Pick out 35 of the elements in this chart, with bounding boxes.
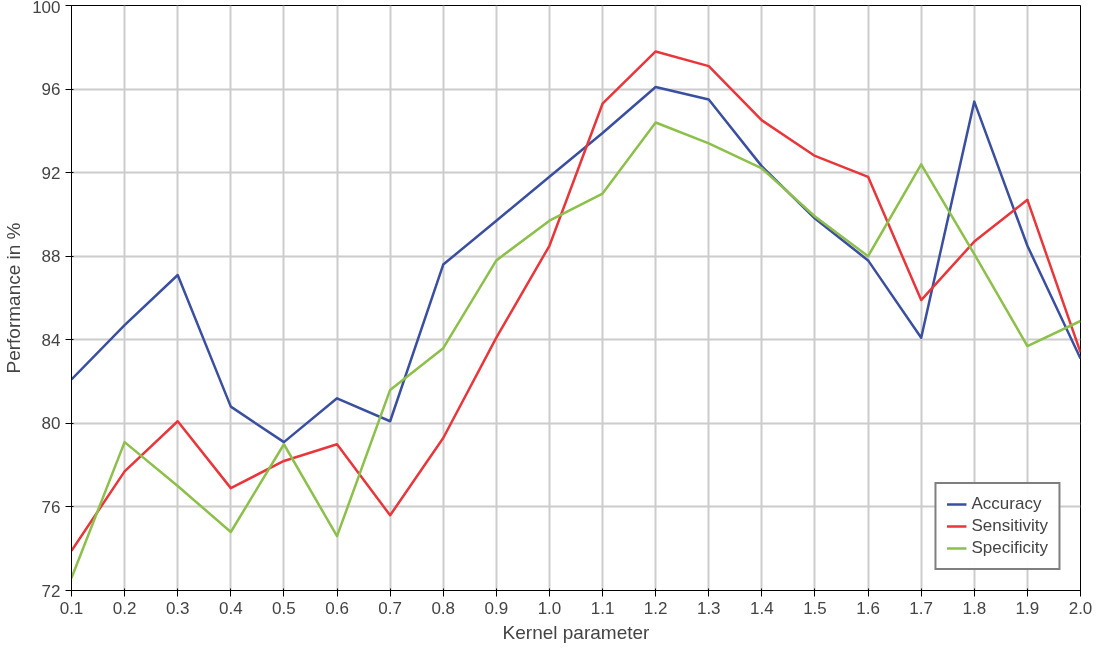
x-tick-label: 0.7: [378, 598, 402, 618]
x-tick-label: 1.9: [1015, 598, 1040, 618]
y-tick-label: 96: [41, 80, 61, 100]
x-tick-label: 0.6: [325, 598, 349, 618]
y-tick-label: 80: [41, 414, 61, 434]
line-series: [71, 85, 1081, 444]
x-tick-label: 1.8: [962, 598, 987, 618]
y-tick-label: 72: [41, 581, 61, 601]
y-tick-label: 88: [41, 247, 61, 267]
x-axis-title: Kernel parameter: [502, 621, 651, 643]
x-tick-label: 1.1: [590, 598, 615, 618]
x-tick-label: 2.0: [1068, 598, 1093, 618]
y-tick-label: 76: [41, 497, 61, 517]
x-tick-label: 0.8: [431, 598, 456, 618]
x-tick-label: 0.2: [112, 598, 137, 618]
legend-label: Sensitivity: [971, 516, 1048, 536]
legend-label: Accuracy: [971, 494, 1042, 514]
x-tick-label: 1.6: [856, 598, 880, 618]
x-tick-label: 1.3: [696, 598, 721, 618]
legend-label: Specificity: [971, 538, 1048, 558]
y-axis-title: Performance in %: [3, 222, 25, 374]
line-series: [71, 121, 1081, 580]
x-tick-label: 1.4: [750, 598, 774, 618]
x-tick-label: 1.2: [643, 598, 668, 618]
x-tick-label: 0.3: [165, 598, 190, 618]
x-tick-label: 0.4: [219, 598, 243, 618]
x-tick-label: 0.9: [484, 598, 509, 618]
x-tick-label: 0.5: [272, 598, 296, 618]
y-tick-label: 84: [41, 330, 61, 350]
x-tick-label: 1.7: [909, 598, 934, 618]
x-tick-label: 0.1: [59, 598, 84, 618]
y-tick-label: 92: [41, 163, 61, 183]
y-tick-label: 100: [32, 0, 61, 17]
x-tick-label: 1.0: [537, 598, 562, 618]
x-tick-label: 1.5: [803, 598, 827, 618]
